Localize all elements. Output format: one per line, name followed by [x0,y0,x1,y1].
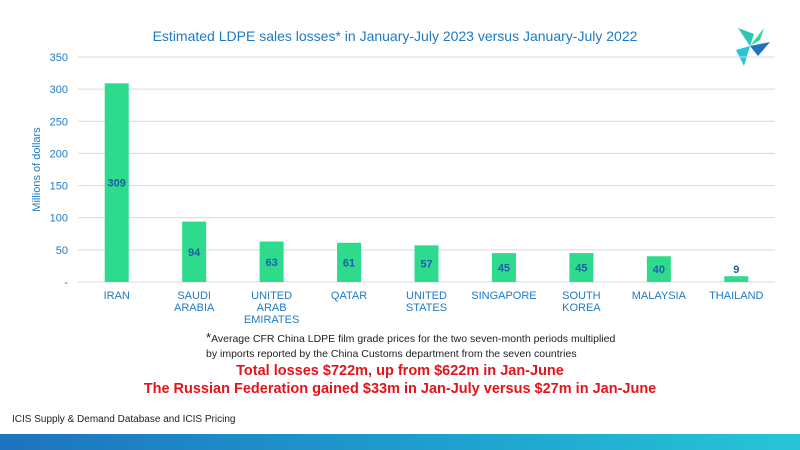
bar [182,221,207,282]
x-tick-label: MALAYSIA [632,290,687,302]
bar [569,253,594,282]
bar [724,276,749,282]
icis-logo-icon [736,28,770,66]
bar [259,241,284,282]
russia-gain-note: The Russian Federation gained $33m in Ja… [143,381,657,397]
x-tick-label: QATAR [331,290,367,302]
y-tick-label: - [64,277,68,289]
total-losses-note: Total losses $722m, up from $622m in Jan… [236,363,564,379]
footnote-line-1: Average CFR China LDPE film grade prices… [211,333,616,345]
x-tick-label: ARAB [257,302,287,314]
x-tick-label: UNITED [406,290,447,302]
source-note: ICIS Supply & Demand Database and ICIS P… [12,414,236,425]
y-tick-label: 100 [50,213,68,225]
chart-title: Estimated LDPE sales losses* in January-… [152,28,638,44]
bar [337,242,362,282]
y-tick-label: 150 [50,181,68,193]
x-tick-label: STATES [406,302,447,314]
y-tick-label: 50 [56,245,68,257]
bar [646,256,671,282]
x-tick-label: IRAN [104,290,130,302]
data-label: 57 [420,259,432,271]
chart-area: - 50 100 150 200 250 300 350 Millions of dollars… [31,52,775,326]
data-label: 61 [343,257,355,269]
x-tick-label: SAUDI [177,290,211,302]
y-tick-label: 200 [50,148,68,160]
data-label: 40 [653,264,665,276]
y-tick-label: 250 [50,116,68,128]
x-tick-label: UNITED [251,290,292,302]
x-tick-label: ARABIA [174,302,215,314]
x-tick-label: KOREA [562,302,601,314]
bar [491,253,516,282]
x-tick-label: SINGAPORE [471,290,536,302]
y-axis-title: Millions of dollars [31,127,43,212]
footnote: *Average CFR China LDPE film grade price… [206,330,676,362]
x-tick-label: EMIRATES [244,314,299,326]
brand-bar [0,434,800,450]
data-label: 94 [188,247,201,259]
x-tick-label: THAILAND [709,290,763,302]
bar [104,83,129,282]
x-tick-label: SOUTH [562,290,601,302]
data-label: 63 [265,257,277,269]
data-label: 309 [108,178,126,190]
footnote-star: * [206,330,212,345]
data-label: 9 [733,264,739,276]
y-tick-label: 350 [50,52,68,64]
y-tick-label: 300 [50,84,68,96]
footnote-line-2: by imports reported by the China Customs… [206,348,577,360]
bar [414,245,439,282]
data-label: 45 [498,263,510,275]
data-label: 45 [575,263,587,275]
